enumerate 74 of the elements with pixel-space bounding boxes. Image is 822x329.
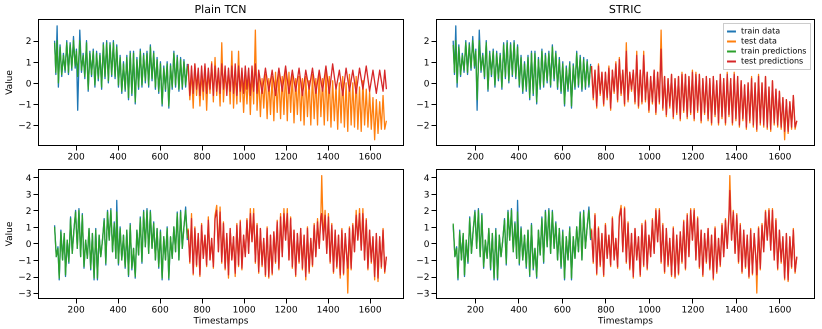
x-tick-label: 1200 (681, 152, 705, 162)
y-tick-label: −2 (18, 273, 32, 283)
y-tick-label: 2 (26, 206, 32, 217)
x-tick-label: 1000 (638, 306, 662, 316)
line-series (188, 210, 388, 279)
y-tick-label: 1 (424, 58, 430, 68)
x-tick-label: 600 (554, 306, 572, 316)
x-tick-label: 600 (152, 152, 169, 162)
x-axis-title: Timestamps (192, 316, 249, 326)
y-tick-label: −2 (18, 121, 32, 132)
x-tick-label: 200 (466, 152, 484, 162)
y-axis-title: Value (5, 221, 16, 246)
y-tick-label: 1 (424, 223, 430, 234)
x-tick-label: 400 (110, 306, 127, 316)
y-tick-label: 3 (26, 190, 32, 200)
y-tick-label: −3 (18, 290, 32, 300)
x-tick-label: 400 (510, 152, 528, 162)
x-tick-label: 1400 (724, 306, 748, 316)
x-tick-label: 1600 (768, 306, 792, 316)
y-tick-label: 3 (424, 190, 430, 200)
line-series (188, 30, 388, 140)
x-tick-label: 400 (110, 152, 127, 162)
y-tick-label: 0 (424, 79, 430, 90)
y-tick-label: −1 (416, 256, 430, 266)
x-tick-label: 200 (68, 306, 85, 316)
y-tick-label: −2 (416, 121, 430, 132)
y-tick-label: 0 (26, 240, 32, 250)
x-tick-label: 1200 (274, 152, 298, 162)
legend-label: train predictions (741, 46, 806, 56)
y-tick-label: −3 (416, 290, 430, 300)
x-tick-label: 200 (466, 306, 484, 316)
line-series (54, 40, 188, 107)
y-tick-label: −1 (18, 256, 32, 266)
legend-label: train data (741, 26, 780, 36)
y-axis-title: Value (5, 70, 16, 95)
y-tick-label: −1 (18, 100, 32, 110)
x-tick-label: 1600 (358, 152, 382, 162)
y-tick-label: 1 (26, 58, 32, 68)
legend-label: test data (741, 36, 778, 46)
x-tick-label: 1000 (232, 306, 256, 316)
x-tick-label: 1600 (358, 306, 382, 316)
x-tick-label: 800 (194, 306, 211, 316)
x-tick-label: 200 (68, 152, 85, 162)
x-tick-label: 400 (510, 306, 528, 316)
y-tick-label: −2 (416, 273, 430, 283)
x-tick-label: 800 (194, 152, 211, 162)
y-tick-label: 4 (424, 174, 430, 184)
x-axis-title: Timestamps (597, 316, 654, 326)
chart-title: Plain TCN (194, 3, 246, 16)
line-series (452, 40, 592, 107)
x-tick-label: 1200 (274, 306, 298, 316)
x-tick-label: 1600 (768, 152, 792, 162)
line-series (590, 190, 798, 280)
y-tick-label: 2 (424, 37, 430, 48)
line-series (188, 63, 388, 96)
y-tick-label: 0 (26, 79, 32, 90)
legend-label: test predictions (741, 56, 804, 66)
x-tick-label: 1400 (316, 306, 340, 316)
y-tick-label: 2 (26, 37, 32, 48)
y-tick-label: −1 (416, 100, 430, 110)
y-tick-label: 0 (424, 240, 430, 250)
x-tick-label: 1400 (724, 152, 748, 162)
x-tick-label: 800 (597, 306, 615, 316)
y-tick-label: 2 (424, 206, 430, 217)
x-tick-label: 1000 (232, 152, 256, 162)
x-tick-label: 1200 (681, 306, 705, 316)
chart-title: STRIC (608, 3, 642, 16)
x-tick-label: 1400 (316, 152, 340, 162)
y-tick-label: 4 (26, 174, 32, 184)
x-tick-label: 600 (554, 152, 572, 162)
x-tick-label: 1000 (638, 152, 662, 162)
x-tick-label: 800 (597, 152, 615, 162)
x-tick-label: 600 (152, 306, 169, 316)
y-tick-label: 1 (26, 223, 32, 234)
